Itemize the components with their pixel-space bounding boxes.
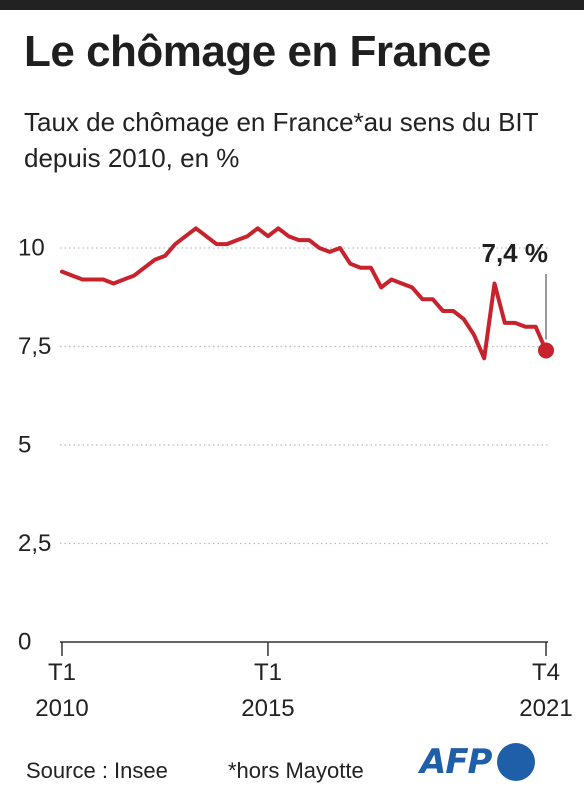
annotation-layer: 7,4 % bbox=[482, 238, 554, 359]
x-tick-label: 2021 bbox=[519, 695, 572, 722]
x-tick-label: T4 bbox=[532, 659, 560, 686]
series-line bbox=[60, 226, 548, 361]
x-tick-label: T1 bbox=[48, 659, 76, 686]
callout-label: 7,4 % bbox=[482, 238, 549, 268]
x-tick-label: T1 bbox=[254, 659, 282, 686]
y-tick-label: 2,5 bbox=[18, 530, 51, 557]
series-layer bbox=[60, 226, 548, 361]
afp-logo-text: AFP bbox=[420, 742, 492, 782]
source-note: Source : Insee bbox=[26, 758, 168, 783]
y-tick-label: 0 bbox=[18, 628, 31, 655]
afp-logo-dot-icon bbox=[497, 743, 536, 781]
footnote: *hors Mayotte bbox=[228, 758, 364, 783]
afp-logo: AFP bbox=[420, 742, 536, 782]
top-rule bbox=[0, 0, 584, 10]
y-tick-label: 10 bbox=[18, 234, 45, 261]
last-value-dot bbox=[538, 342, 554, 359]
y-axis: 0 2,5 5 7,5 10 bbox=[18, 234, 51, 655]
chart-title: Le chômage en France bbox=[24, 27, 491, 76]
grid-layer bbox=[60, 247, 548, 643]
y-tick-label: 7,5 bbox=[18, 333, 51, 360]
x-tick-label: 2010 bbox=[35, 695, 88, 722]
x-axis: T1 2010 T1 2015 T4 2021 bbox=[35, 642, 573, 722]
chart-subtitle: Taux de chômage en France*au sens du BIT… bbox=[24, 107, 539, 173]
y-tick-label: 5 bbox=[18, 431, 31, 458]
x-tick-label: 2015 bbox=[241, 695, 294, 722]
